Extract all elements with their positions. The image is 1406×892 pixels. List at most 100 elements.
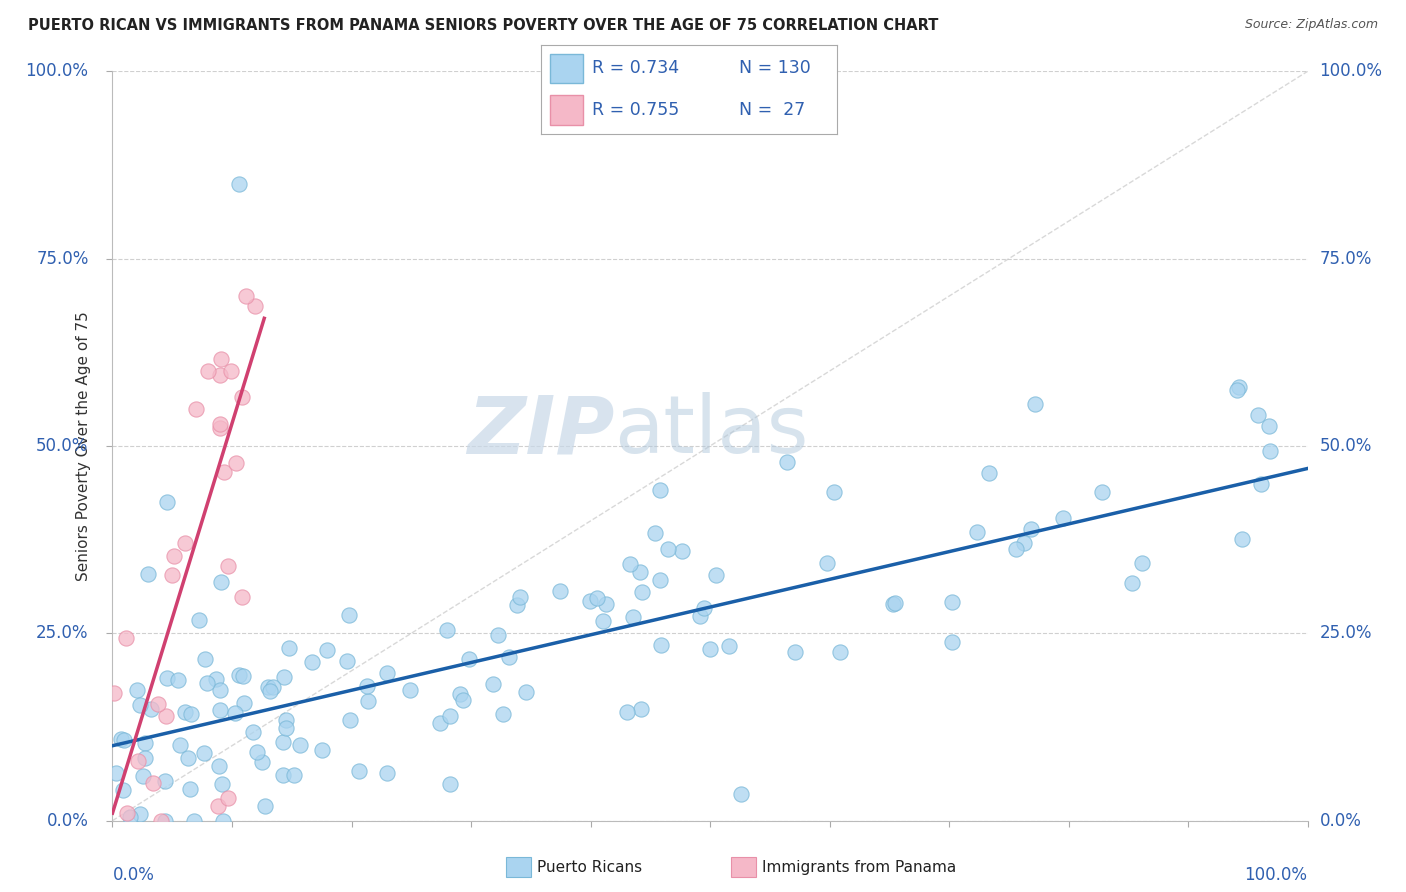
Point xyxy=(155,709,177,723)
Point xyxy=(219,364,242,378)
Text: R = 0.734: R = 0.734 xyxy=(592,59,679,77)
Point xyxy=(188,613,211,627)
Point xyxy=(509,591,531,605)
Point xyxy=(486,628,509,642)
Text: 0.0%: 0.0% xyxy=(1320,812,1361,830)
Point xyxy=(644,525,666,540)
Point xyxy=(823,485,845,500)
Point xyxy=(1014,536,1036,550)
Point xyxy=(193,746,215,760)
Text: 100.0%: 100.0% xyxy=(25,62,89,80)
Point xyxy=(283,768,305,782)
Point xyxy=(776,455,799,469)
Point xyxy=(195,676,218,690)
Text: R = 0.755: R = 0.755 xyxy=(592,101,679,119)
Point xyxy=(256,680,278,694)
Point xyxy=(585,591,607,606)
Point xyxy=(111,782,134,797)
Point xyxy=(127,754,149,768)
Point xyxy=(212,466,235,480)
Point xyxy=(242,725,264,739)
Point xyxy=(1260,443,1282,458)
Point xyxy=(163,549,186,563)
Point xyxy=(882,597,904,611)
Text: 25.0%: 25.0% xyxy=(37,624,89,642)
Point xyxy=(375,665,398,680)
Point xyxy=(1052,511,1074,525)
Point xyxy=(134,751,156,765)
Point xyxy=(209,682,232,697)
Point xyxy=(650,638,672,652)
Point xyxy=(1024,397,1046,411)
Point xyxy=(492,706,515,721)
Point xyxy=(225,456,247,470)
Point xyxy=(592,614,614,628)
Point xyxy=(167,673,190,687)
Point xyxy=(1246,408,1268,422)
Point xyxy=(506,599,529,613)
Point xyxy=(209,417,232,431)
Point xyxy=(883,596,905,610)
Point xyxy=(650,573,672,587)
Text: 75.0%: 75.0% xyxy=(1320,250,1372,268)
Point xyxy=(356,679,378,693)
Point xyxy=(228,177,250,191)
Point xyxy=(966,525,988,540)
Point xyxy=(250,756,273,770)
Point xyxy=(941,635,963,649)
Point xyxy=(148,698,170,712)
Point xyxy=(276,722,298,736)
Point xyxy=(1250,476,1272,491)
Point xyxy=(153,774,176,789)
Point xyxy=(186,401,208,416)
Point xyxy=(209,421,232,435)
Point xyxy=(357,694,380,708)
Point xyxy=(139,701,162,715)
Point xyxy=(262,680,284,694)
Point xyxy=(103,686,125,700)
Text: Immigrants from Panama: Immigrants from Panama xyxy=(762,860,956,874)
Point xyxy=(1227,379,1250,393)
Point xyxy=(451,692,474,706)
Point xyxy=(174,536,197,550)
Point xyxy=(436,623,458,637)
Text: PUERTO RICAN VS IMMIGRANTS FROM PANAMA SENIORS POVERTY OVER THE AGE OF 75 CORREL: PUERTO RICAN VS IMMIGRANTS FROM PANAMA S… xyxy=(28,18,938,33)
Point xyxy=(730,787,752,801)
FancyBboxPatch shape xyxy=(550,95,582,125)
Point xyxy=(183,814,205,828)
Point xyxy=(628,565,651,579)
Point xyxy=(273,670,295,684)
Point xyxy=(482,677,505,691)
Point xyxy=(718,640,741,654)
Point xyxy=(160,568,183,582)
Point xyxy=(117,806,139,821)
Point xyxy=(208,759,231,773)
Point xyxy=(134,736,156,750)
Point xyxy=(110,731,132,746)
FancyBboxPatch shape xyxy=(550,54,582,83)
Point xyxy=(129,806,152,821)
Point xyxy=(150,814,173,828)
Point xyxy=(259,684,281,698)
Point xyxy=(277,640,299,655)
Point xyxy=(941,595,963,609)
Text: 0.0%: 0.0% xyxy=(46,812,89,830)
Text: 50.0%: 50.0% xyxy=(1320,437,1372,455)
Point xyxy=(114,632,136,646)
Point xyxy=(977,466,1000,480)
Point xyxy=(231,390,253,404)
Point xyxy=(1121,576,1143,591)
Point xyxy=(621,610,644,624)
Point xyxy=(205,672,228,686)
Point xyxy=(671,543,693,558)
Point xyxy=(339,713,361,727)
Point xyxy=(127,683,149,698)
Point xyxy=(1132,556,1154,570)
Text: 0.0%: 0.0% xyxy=(112,865,155,884)
Point xyxy=(156,671,179,685)
Point xyxy=(449,687,471,701)
Point xyxy=(132,769,155,783)
Point xyxy=(439,709,461,723)
Point xyxy=(153,814,176,828)
Point xyxy=(630,702,652,716)
